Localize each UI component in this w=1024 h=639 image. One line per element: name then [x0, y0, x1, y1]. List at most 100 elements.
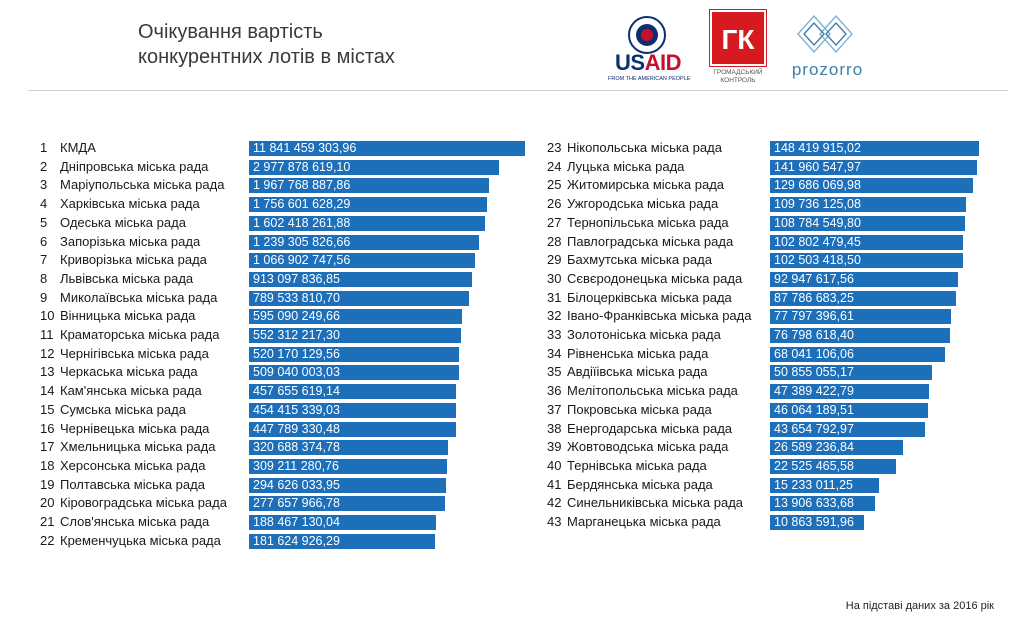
bar: [770, 197, 966, 212]
city-rank: 28: [547, 234, 562, 249]
city-rank: 39: [547, 439, 562, 454]
city-name: Слов'янська міська рада: [60, 514, 210, 529]
city-name: Енергодарська міська рада: [567, 421, 733, 436]
city-label: 40 Тернівська міська рада: [547, 457, 707, 475]
bar: [770, 309, 951, 324]
bar-value-label: 15 233 011,25: [774, 478, 854, 492]
bar: [249, 160, 499, 175]
bar: [249, 496, 445, 511]
city-label: 11 Краматорська міська рада: [40, 326, 219, 344]
city-rank: 27: [547, 215, 562, 230]
city-label: 35 Авдіїівська міська рада: [547, 363, 707, 381]
city-name: КМДА: [60, 140, 96, 155]
bar: [249, 403, 456, 418]
title-line-1: Очікування вартість: [138, 21, 323, 43]
title-line-2: конкурентних лотів в містах: [138, 46, 395, 68]
bar: [770, 384, 929, 399]
gk-mark: ГК: [709, 9, 767, 67]
bar-value-label: 87 786 683,25: [774, 291, 854, 305]
bar-value-label: 277 657 966,78: [253, 496, 340, 510]
bar: [770, 253, 963, 268]
bar-value-label: 1 602 418 261,88: [253, 216, 351, 230]
city-label: 7 Криворізька міська рада: [40, 251, 207, 269]
city-label: 39 Жовтоводська міська рада: [547, 438, 728, 456]
bar-value-label: 1 756 601 628,29: [253, 197, 351, 211]
city-name: Тернівська міська рада: [567, 458, 707, 473]
city-rank: 26: [547, 196, 562, 211]
bar-value-label: 26 589 236,84: [774, 440, 854, 454]
bar: [770, 272, 958, 287]
bar: [249, 422, 456, 437]
city-name: Нікопольська міська рада: [567, 140, 722, 155]
city-name: Черкаська міська рада: [60, 364, 198, 379]
bar: [770, 141, 979, 156]
city-rank: 41: [547, 477, 562, 492]
bar-value-label: 447 789 330,48: [253, 422, 340, 436]
bar: [249, 459, 447, 474]
bar: [249, 141, 525, 156]
city-name: Харківська міська рада: [60, 196, 200, 211]
city-label: 16 Чернівецька міська рада: [40, 420, 209, 438]
bar-value-label: 1 967 768 887,86: [253, 178, 351, 192]
city-name: Авдіїівська міська рада: [567, 364, 708, 379]
city-rank: 30: [547, 271, 562, 286]
city-label: 5 Одеська міська рада: [40, 214, 186, 232]
bar: [249, 178, 489, 193]
bar: [770, 160, 977, 175]
city-label: 33 Золотоніська міська рада: [547, 326, 721, 344]
city-rank: 18: [40, 458, 55, 473]
city-rank: 33: [547, 327, 562, 342]
bar: [249, 216, 485, 231]
bar-value-label: 1 066 902 747,56: [253, 253, 351, 267]
city-name: Одеська міська рада: [60, 215, 186, 230]
city-rank: 3: [40, 177, 48, 192]
bar-value-label: 595 090 249,66: [253, 309, 340, 323]
bar-value-label: 181 624 926,29: [253, 534, 340, 548]
city-rank: 29: [547, 252, 562, 267]
city-name: Луцька міська рада: [567, 159, 685, 174]
prozorro-mark-icon: [797, 14, 853, 54]
bar-value-label: 309 211 280,76: [253, 459, 339, 473]
city-rank: 23: [547, 140, 562, 155]
city-label: 25 Житомирська міська рада: [547, 176, 724, 194]
city-label: 30 Сєвєродонецька міська рада: [547, 270, 742, 288]
city-label: 29 Бахмутська міська рада: [547, 251, 712, 269]
city-name: Херсонська міська рада: [60, 458, 206, 473]
bar-value-label: 454 415 339,03: [253, 403, 340, 417]
bar: [249, 534, 435, 549]
city-label: 24 Луцька міська рада: [547, 158, 684, 176]
city-name: Бахмутська міська рада: [567, 252, 712, 267]
city-name: Вінницька міська рада: [60, 308, 196, 323]
city-label: 9 Миколаївська міська рада: [40, 289, 217, 307]
bar-value-label: 76 798 618,40: [774, 328, 854, 342]
usaid-seal-icon: [628, 16, 666, 54]
bar: [249, 478, 446, 493]
bar-value-label: 13 906 633,68: [774, 496, 854, 510]
city-rank: 25: [547, 177, 562, 192]
bar: [249, 235, 479, 250]
city-rank: 2: [40, 159, 48, 174]
city-name: Полтавська міська рада: [60, 477, 205, 492]
city-label: 19 Полтавська міська рада: [40, 476, 205, 494]
city-label: 8 Львівська міська рада: [40, 270, 193, 288]
partner-logos: USAID FROM THE AMERICAN PEOPLE ГК Громад…: [600, 9, 900, 90]
city-name: Кременчуцька міська рада: [60, 533, 221, 548]
gk-caption-line-1: Громадський: [713, 69, 763, 76]
bar-value-label: 148 419 915,02: [774, 141, 861, 155]
gk-caption-line-2: контроль: [720, 77, 756, 84]
bar-value-label: 46 064 189,51: [774, 403, 854, 417]
city-name: Запорізька міська рада: [60, 234, 201, 249]
bar-value-label: 457 655 619,14: [253, 384, 340, 398]
city-rank: 22: [40, 533, 55, 548]
city-rank: 4: [40, 196, 48, 211]
page-title: Очікування вартість конкурентних лотів в…: [138, 20, 395, 70]
city-label: 42 Синельниківська міська рада: [547, 494, 743, 512]
city-rank: 35: [547, 364, 562, 379]
city-label: 13 Черкаська міська рада: [40, 363, 198, 381]
city-rank: 7: [40, 252, 48, 267]
city-label: 26 Ужгородська міська рада: [547, 195, 718, 213]
city-rank: 17: [40, 439, 55, 454]
city-label: 22 Кременчуцька міська рада: [40, 532, 221, 550]
bar-value-label: 102 503 418,50: [774, 253, 861, 267]
city-rank: 36: [547, 383, 562, 398]
